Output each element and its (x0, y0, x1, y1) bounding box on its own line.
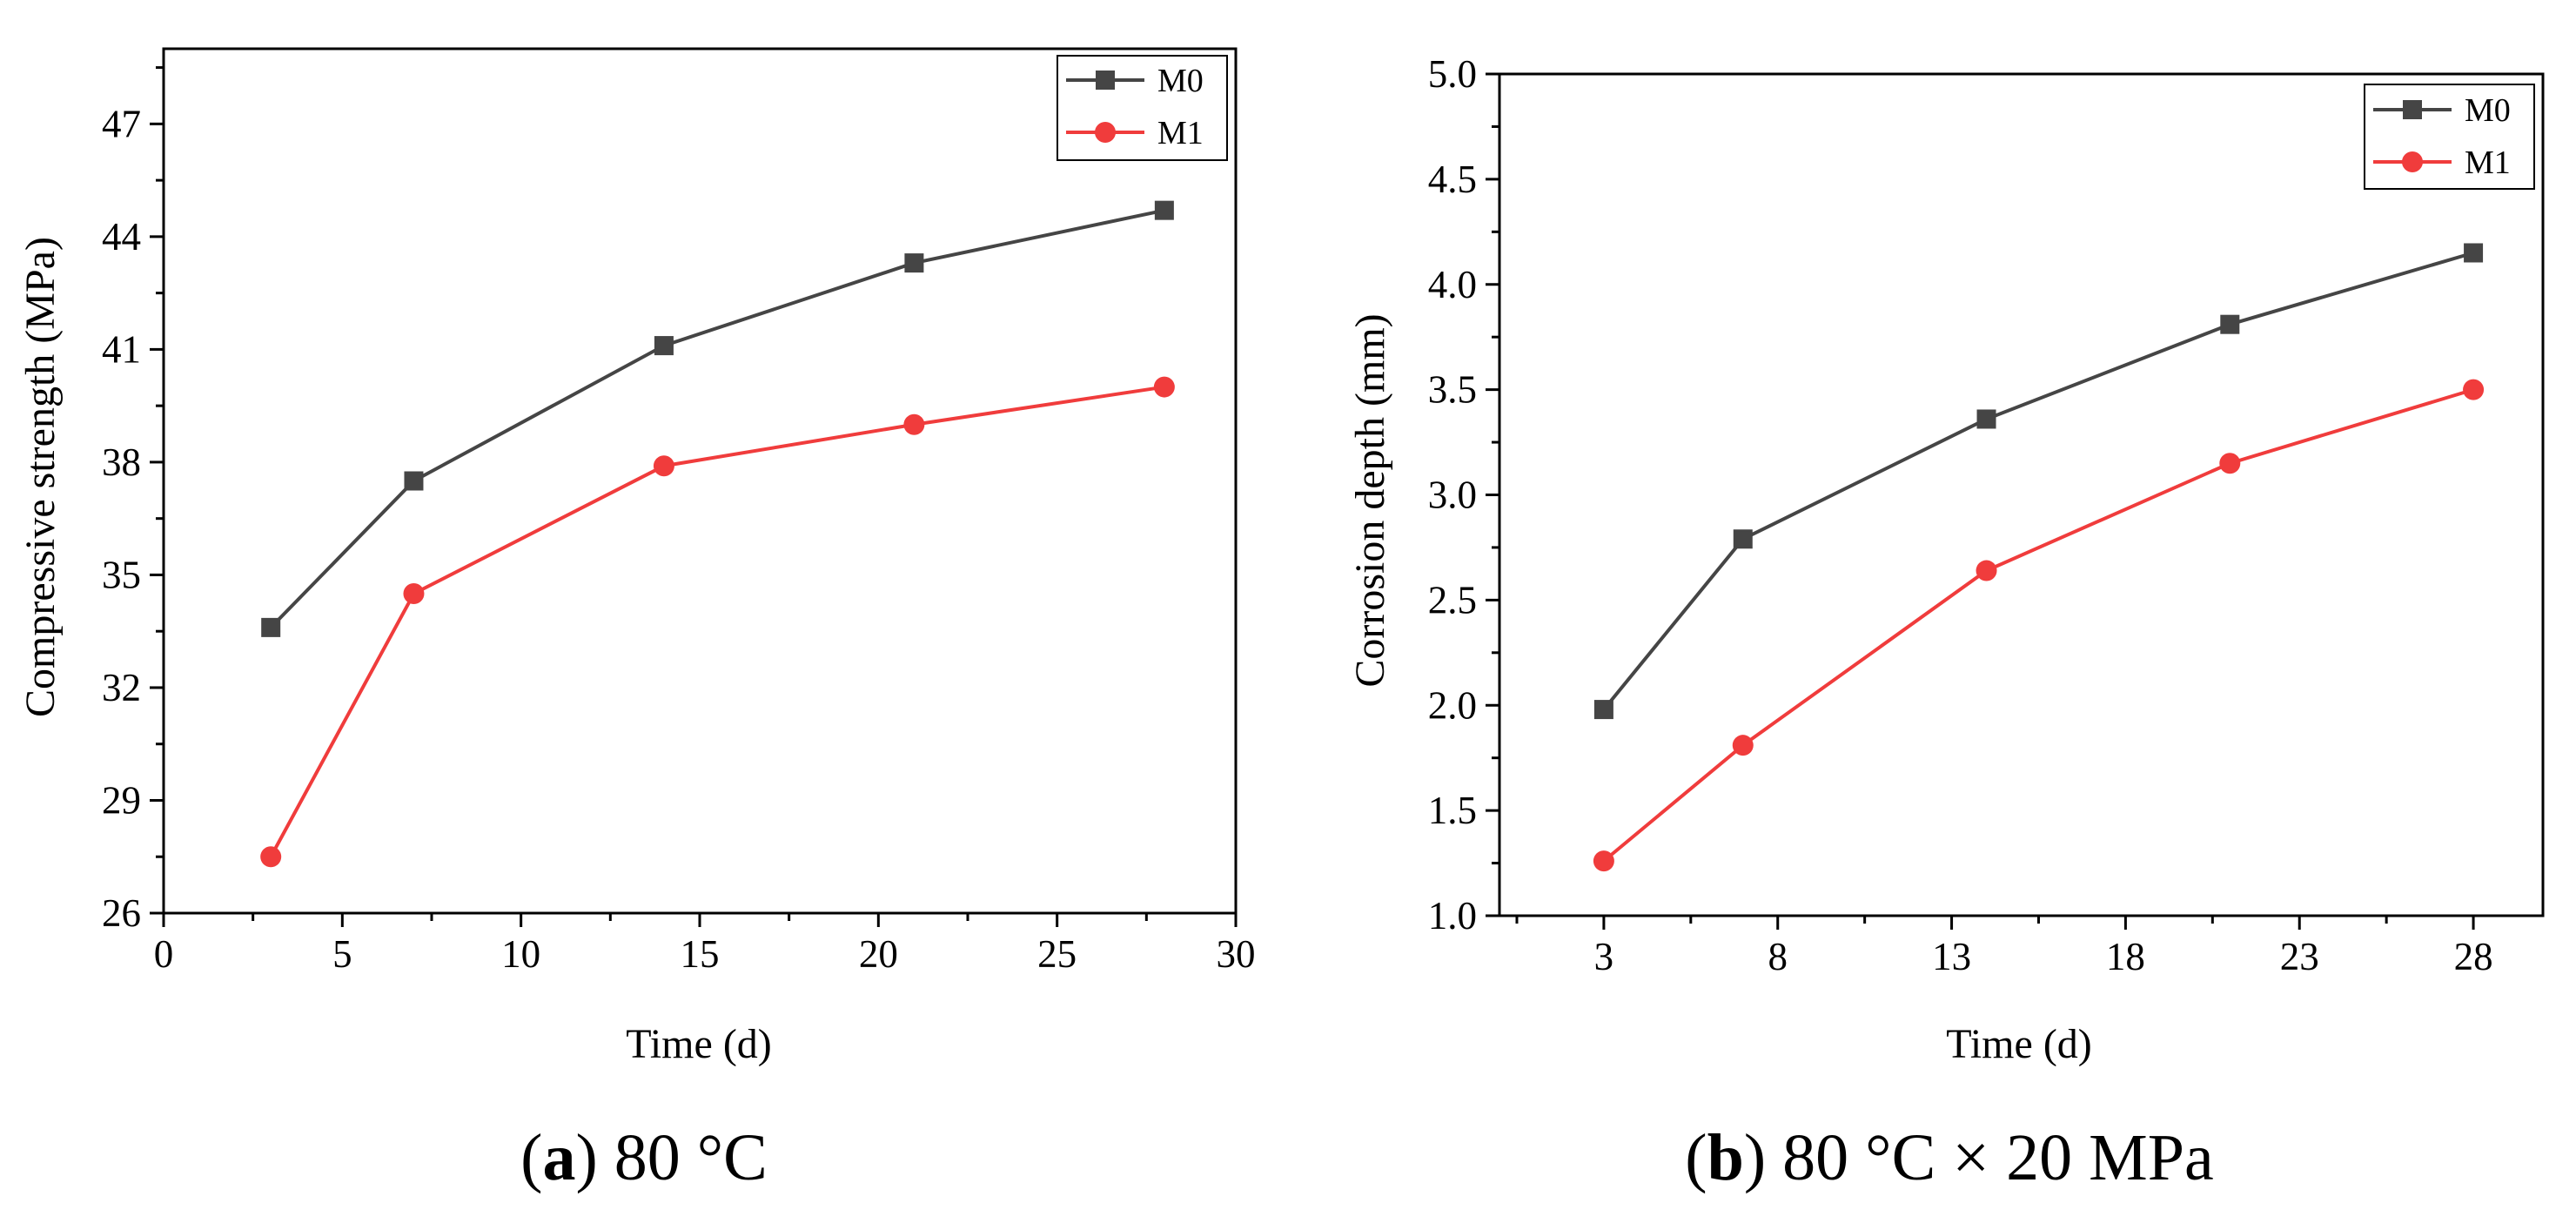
chart-b-caption-letter: b (1707, 1121, 1744, 1194)
chart-b-legend-marker-m0 (2403, 100, 2422, 119)
chart-b-point-m1 (1976, 560, 1997, 581)
chart-a-legend: M0 M1 (1057, 55, 1228, 161)
chart-b-series-m1-line (1602, 387, 2474, 863)
chart-a-y-tick-label: 29 (102, 778, 141, 822)
chart-b: 3 8 13 18 23 28 1.0 1.5 2.0 2.5 3.0 3.5 4.0 4.5 5.0 Co… (1347, 52, 2545, 1194)
chart-b-point-m1 (1593, 850, 1614, 872)
chart-b-y-tick-label: 2.0 (1428, 683, 1477, 727)
chart-a: 0 5 10 15 20 25 30 26 29 32 35 38 41 44 47 Compressive… (17, 47, 1256, 1194)
chart-a-point-m1 (1153, 376, 1175, 398)
chart-b-x-tick-label: 8 (1768, 935, 1788, 978)
chart-b-point-m0 (1593, 700, 1613, 720)
chart-a-caption-letter: a (542, 1121, 575, 1194)
chart-b-point-m1 (1732, 735, 1754, 756)
chart-a-x-tick-label: 0 (154, 932, 174, 976)
chart-b-x-tick-label: 18 (2106, 935, 2145, 978)
chart-a-x-tick-label: 10 (501, 932, 540, 976)
chart-b-y-axis-title: Corrosion depth (mm) (1347, 313, 1393, 687)
chart-a-y-tick-label: 38 (102, 440, 141, 484)
chart-a-y-tick-label: 26 (102, 891, 141, 935)
chart-b-point-m1 (2463, 379, 2485, 400)
chart-b-y-tick-label: 4.5 (1428, 158, 1477, 201)
chart-b-frame (1498, 72, 2545, 917)
chart-a-legend-label-m1: M1 (1157, 115, 1204, 151)
chart-b-y-tick-label: 1.5 (1428, 789, 1477, 832)
chart-a-point-m1 (260, 846, 282, 868)
chart-a-y-axis-title: Compressive strength (MPa) (17, 237, 64, 717)
chart-b-point-m0 (1733, 529, 1753, 549)
chart-a-point-m0 (1154, 200, 1174, 220)
chart-b-x-tick-label: 23 (2280, 935, 2319, 978)
chart-b-legend-label-m1: M1 (2465, 144, 2511, 181)
chart-a-caption: (a) 80 °C (520, 1121, 768, 1194)
chart-a-legend-box (1057, 55, 1228, 161)
chart-b-legend-label-m0: M0 (2465, 92, 2511, 129)
chart-b-x-tick-label: 28 (2454, 935, 2493, 978)
chart-b-plot-area: 3 8 13 18 23 28 1.0 1.5 2.0 2.5 3.0 3.5 4.0 4.5 5.0 (1428, 52, 2545, 978)
chart-a-point-m0 (904, 253, 924, 273)
chart-a-series-m1-line (269, 385, 1165, 858)
chart-a-point-m1 (653, 455, 674, 477)
chart-a-x-tick-label: 25 (1037, 932, 1077, 976)
chart-b-x-axis-title: Time (d) (1946, 1021, 2092, 1067)
chart-a-point-m1 (403, 583, 425, 605)
chart-a-y-tick-label: 32 (102, 666, 141, 709)
chart-a-legend-label-m0: M0 (1157, 63, 1204, 99)
chart-b-y-tick-label: 3.5 (1428, 368, 1477, 412)
chart-a-x-tick-label: 15 (681, 932, 720, 976)
chart-a-y-tick-label: 41 (102, 327, 141, 371)
chart-a-series-m0-line (269, 208, 1165, 629)
chart-a-caption-open: ( (520, 1121, 542, 1194)
chart-a-y-tick-label: 35 (102, 553, 141, 596)
chart-b-legend: M0 M1 (2364, 84, 2535, 190)
chart-b-y-tick-label: 2.5 (1428, 578, 1477, 622)
chart-b-point-m0 (1976, 409, 1996, 429)
chart-b-caption-rest: ) 80 °C × 20 MPa (1744, 1121, 2214, 1194)
chart-a-point-m0 (261, 617, 281, 637)
chart-b-series-m0-line (1602, 251, 2474, 711)
chart-b-y-tick-label: 4.0 (1428, 263, 1477, 306)
chart-b-caption: (b) 80 °C × 20 MPa (1685, 1121, 2213, 1194)
chart-a-caption-rest: ) 80 °C (575, 1121, 767, 1194)
chart-a-x-tick-label: 5 (332, 932, 352, 976)
chart-b-point-m0 (2220, 314, 2240, 334)
chart-b-point-m1 (2219, 453, 2241, 474)
chart-a-legend-marker-m1 (1095, 122, 1116, 143)
chart-a-frame (162, 47, 1238, 915)
chart-b-y-tick-label: 3.0 (1428, 474, 1477, 517)
chart-b-x-tick-label: 3 (1594, 935, 1614, 978)
chart-a-y-tick-label: 47 (102, 102, 141, 145)
chart-a-x-tick-label: 30 (1217, 932, 1256, 976)
chart-b-legend-box (2364, 84, 2535, 190)
chart-b-y-tick-label: 1.0 (1428, 894, 1477, 937)
chart-b-y-tick-label: 5.0 (1428, 52, 1477, 96)
chart-a-point-m0 (654, 336, 674, 356)
chart-a-x-axis-title: Time (d) (626, 1021, 772, 1067)
chart-a-plot-area: 0 5 10 15 20 25 30 26 29 32 35 38 41 44 47 (102, 47, 1256, 976)
chart-a-x-tick-label: 20 (859, 932, 898, 976)
chart-b-point-m0 (2464, 243, 2484, 263)
chart-b-caption-open: ( (1685, 1121, 1707, 1194)
chart-a-point-m1 (903, 413, 925, 435)
chart-a-legend-marker-m0 (1096, 71, 1115, 90)
chart-a-y-tick-label: 44 (102, 215, 141, 259)
chart-b-legend-marker-m1 (2402, 151, 2423, 172)
chart-a-point-m0 (404, 471, 424, 491)
chart-b-x-tick-label: 13 (1932, 935, 1971, 978)
